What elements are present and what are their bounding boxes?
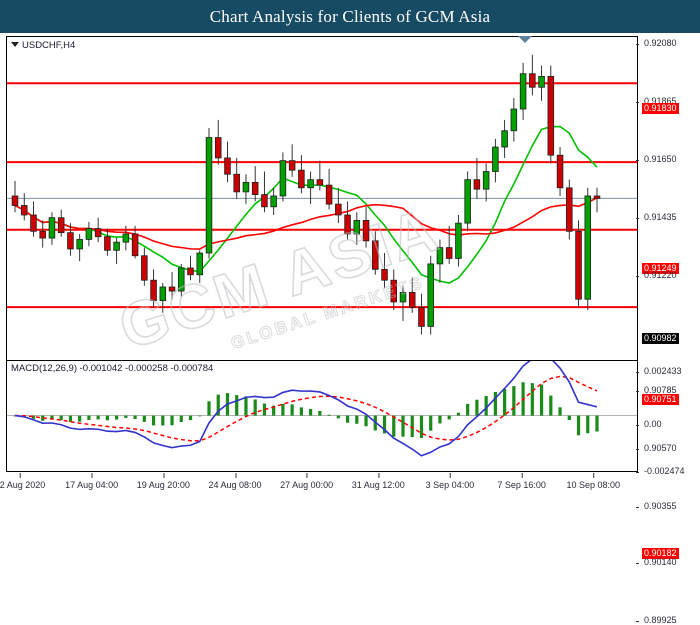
symbol-label[interactable]: USDCHF,H4 xyxy=(11,40,75,51)
symbol-text: USDCHF,H4 xyxy=(22,40,76,51)
date-axis-tick: 31 Aug 12:00 xyxy=(351,473,405,490)
tick-mark xyxy=(636,276,639,277)
triangle-down-icon[interactable] xyxy=(11,41,19,47)
tick-mark xyxy=(636,449,639,450)
tick-mark xyxy=(636,621,639,622)
date-axis-tick: 12 Aug 2020 xyxy=(0,473,46,490)
tick-mark xyxy=(636,160,639,161)
tick-mark xyxy=(636,102,639,103)
price-axis-tick-label: 0.90140 xyxy=(644,557,677,567)
price-axis-tick-label: 0.91865 xyxy=(644,96,677,106)
tick-mark xyxy=(234,473,236,478)
date-axis-tick: 7 Sep 16:00 xyxy=(497,473,546,490)
tick-mark xyxy=(636,472,639,473)
price-axis-tick-label: 0.90570 xyxy=(644,443,677,453)
macd-pane[interactable]: MACD(12,26,9) -0.001042 -0.000258 -0.000… xyxy=(7,360,637,471)
date-axis-tick: 17 Aug 04:00 xyxy=(65,473,119,490)
tick-mark xyxy=(91,473,93,478)
date-axis-tick-label: 17 Aug 04:00 xyxy=(65,480,119,490)
price-pane[interactable]: GCM ASIA GLOBAL MARKETS USDCHF,H4 xyxy=(7,37,637,359)
tick-mark xyxy=(521,473,523,478)
date-axis-tick-label: 7 Sep 16:00 xyxy=(497,480,546,490)
macd-axis-tick-label: 0.002433 xyxy=(644,366,682,376)
tick-mark xyxy=(378,473,380,478)
page-header: Chart Analysis for Clients of GCM Asia xyxy=(0,0,700,33)
price-axis-tick-label: 0.89925 xyxy=(644,615,677,625)
price-axis-tick-label: 0.91650 xyxy=(644,154,677,164)
tick-mark xyxy=(20,473,21,478)
tick-mark xyxy=(449,473,451,478)
price-axis-tick-label: 0.92080 xyxy=(644,38,677,48)
date-axis-tick-label: 24 Aug 08:00 xyxy=(208,480,262,490)
price-level-badge[interactable]: 0.91830 xyxy=(642,103,679,114)
chart-marker-arrow-icon xyxy=(518,36,532,43)
tick-mark xyxy=(636,563,639,564)
date-axis-tick: 19 Aug 20:00 xyxy=(136,473,190,490)
tick-mark xyxy=(593,473,595,478)
date-axis-tick-label: 3 Sep 04:00 xyxy=(425,480,475,490)
tick-mark xyxy=(636,218,639,219)
chart-frame: GCM ASIA GLOBAL MARKETS USDCHF,H4 MACD(1… xyxy=(6,36,638,472)
tick-mark xyxy=(636,507,639,508)
price-axis-tick-label: 0.90785 xyxy=(644,385,677,395)
tick-mark xyxy=(636,425,639,426)
tick-mark xyxy=(636,391,639,392)
date-axis-tick: 3 Sep 04:00 xyxy=(425,473,475,490)
price-plot xyxy=(7,54,637,335)
price-level-badge[interactable]: 0.91249 xyxy=(642,263,679,274)
price-axis: 0.92080 0.91865 0.91830 0.91650 0.91435 0.912… xyxy=(636,36,700,625)
price-axis-tick-label: 0.91435 xyxy=(644,212,677,222)
date-axis-tick: 24 Aug 08:00 xyxy=(208,473,262,490)
date-axis-tick: 10 Sep 08:00 xyxy=(566,473,621,490)
date-axis-tick: 27 Aug 00:00 xyxy=(280,473,334,490)
macd-axis-tick-label: 0.00 xyxy=(644,419,662,429)
date-axis-tick-label: 31 Aug 12:00 xyxy=(351,480,405,490)
macd-axis-tick-label: -0.002474 xyxy=(644,466,685,476)
current-price-badge[interactable]: 0.90982 xyxy=(642,333,679,344)
date-axis-tick-label: 27 Aug 00:00 xyxy=(280,480,334,490)
tick-mark xyxy=(163,473,165,478)
macd-plot xyxy=(7,361,637,457)
tick-mark xyxy=(636,44,639,45)
date-axis-tick-label: 12 Aug 2020 xyxy=(0,480,46,490)
macd-label: MACD(12,26,9) -0.001042 -0.000258 -0.000… xyxy=(11,363,214,374)
tick-mark xyxy=(306,473,308,478)
date-axis-tick-label: 19 Aug 20:00 xyxy=(136,480,190,490)
page-title: Chart Analysis for Clients of GCM Asia xyxy=(209,7,491,26)
tick-mark xyxy=(636,372,639,373)
price-axis-tick-label: 0.90355 xyxy=(644,501,677,511)
price-level-badge[interactable]: 0.90751 xyxy=(642,394,679,405)
price-axis-tick-label: 0.91220 xyxy=(644,270,677,280)
date-axis: 12 Aug 2020 17 Aug 04:00 19 Aug 20:00 24 Au… xyxy=(0,473,638,498)
date-axis-tick-label: 10 Sep 08:00 xyxy=(566,480,621,490)
